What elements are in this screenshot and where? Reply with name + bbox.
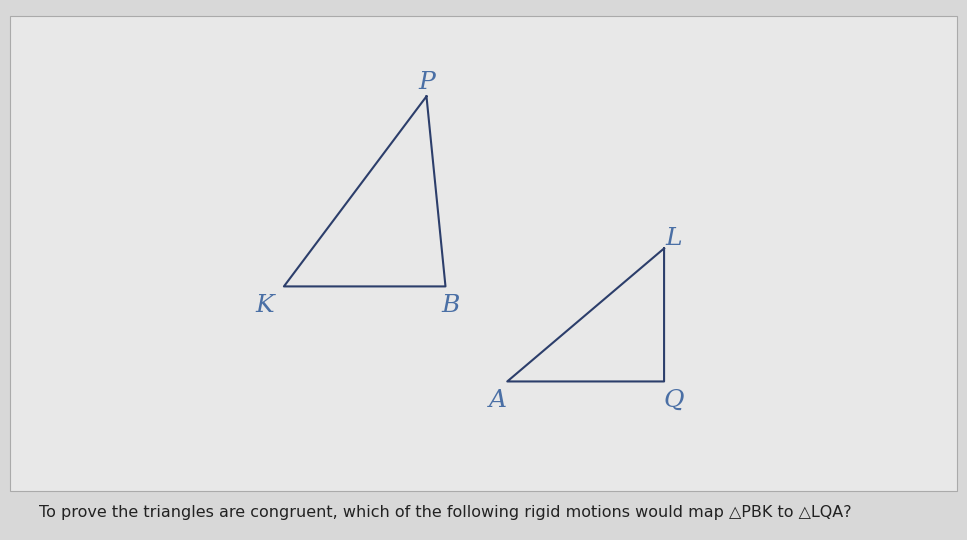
Text: A: A [488,389,507,412]
Text: Q: Q [663,389,684,412]
Text: K: K [255,294,275,317]
Text: L: L [665,227,682,251]
Text: B: B [441,294,459,317]
Text: P: P [418,71,435,93]
Text: To prove the triangles are congruent, which of the following rigid motions would: To prove the triangles are congruent, wh… [39,505,851,521]
